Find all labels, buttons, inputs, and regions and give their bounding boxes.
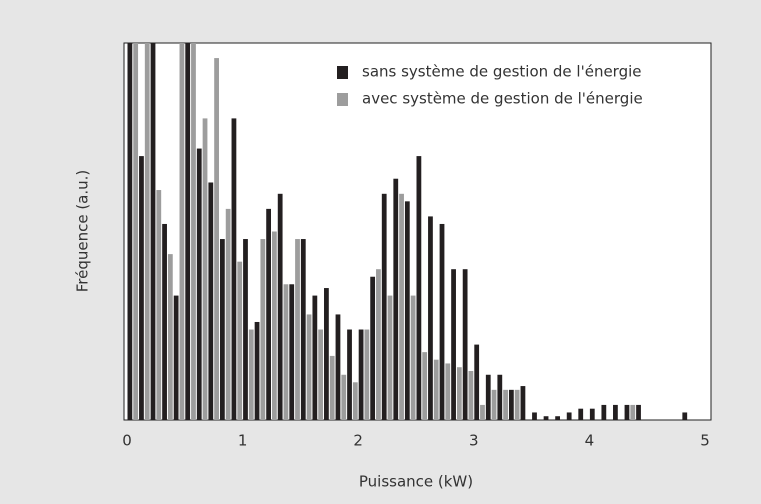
bar xyxy=(214,58,219,420)
bar xyxy=(191,43,196,420)
bar xyxy=(456,367,462,420)
bar xyxy=(410,295,416,420)
bar xyxy=(589,408,595,420)
bar xyxy=(491,389,497,420)
legend-label: sans système de gestion de l'énergie xyxy=(362,63,642,81)
bar xyxy=(555,416,560,420)
bar xyxy=(225,208,231,420)
bar xyxy=(445,363,451,420)
legend-label: avec système de gestion de l'énergie xyxy=(362,90,643,108)
bar xyxy=(127,43,133,420)
bar xyxy=(347,329,352,420)
bar xyxy=(335,314,341,420)
bar xyxy=(283,284,289,420)
bar xyxy=(497,374,503,420)
legend-swatch xyxy=(337,66,348,79)
x-tick-label: 4 xyxy=(585,432,595,450)
bar xyxy=(630,404,636,420)
bar xyxy=(532,412,537,420)
bar xyxy=(289,284,295,420)
bar xyxy=(364,329,370,420)
bar xyxy=(624,404,630,420)
bar xyxy=(352,382,358,420)
bar xyxy=(682,412,688,420)
bar xyxy=(381,193,387,420)
bar xyxy=(422,352,428,420)
bar xyxy=(162,223,167,420)
bar xyxy=(376,269,381,420)
bar xyxy=(480,404,485,420)
bar xyxy=(318,329,324,420)
bar xyxy=(543,416,549,420)
bar xyxy=(508,389,514,420)
x-tick-label: 2 xyxy=(353,432,363,450)
bar xyxy=(636,404,641,420)
bar xyxy=(144,43,150,420)
bar xyxy=(277,193,283,420)
x-tick-label: 0 xyxy=(122,432,132,450)
bar xyxy=(601,404,607,420)
bar xyxy=(156,190,162,420)
bar xyxy=(468,370,474,420)
bar xyxy=(243,239,248,420)
y-axis-label: Fréquence (a.u.) xyxy=(74,170,92,293)
bar xyxy=(208,182,214,420)
x-tick-label: 3 xyxy=(469,432,479,450)
bar xyxy=(272,231,277,420)
bar xyxy=(399,193,404,420)
bar xyxy=(167,254,173,420)
x-tick-label: 5 xyxy=(700,432,710,450)
bar xyxy=(578,408,584,420)
bar xyxy=(295,239,300,420)
bar xyxy=(358,329,364,420)
bar xyxy=(266,208,271,420)
bar xyxy=(485,374,491,420)
bar xyxy=(202,118,208,421)
bar xyxy=(404,201,410,420)
bar xyxy=(387,295,393,420)
bar xyxy=(503,389,508,420)
bar xyxy=(179,43,185,420)
bar xyxy=(219,239,225,420)
bar xyxy=(514,389,520,420)
bar xyxy=(196,148,202,420)
bar xyxy=(433,359,439,420)
bar xyxy=(237,261,243,420)
bar xyxy=(254,321,260,420)
bar xyxy=(300,239,306,420)
bar xyxy=(150,43,156,420)
bar xyxy=(416,156,422,420)
bar xyxy=(341,374,347,420)
bar xyxy=(312,295,318,420)
bar xyxy=(329,355,335,420)
x-tick-label: 1 xyxy=(238,432,248,450)
bar xyxy=(428,216,433,420)
bar xyxy=(324,288,329,420)
bar xyxy=(474,344,480,420)
bar xyxy=(248,329,254,420)
bar xyxy=(185,43,191,420)
bar xyxy=(439,223,445,420)
bar xyxy=(520,386,526,420)
bar xyxy=(370,276,376,420)
bar xyxy=(139,156,144,420)
bar xyxy=(613,404,618,420)
legend-swatch xyxy=(337,93,348,106)
bar xyxy=(260,239,266,420)
bar xyxy=(231,118,237,421)
x-axis-label: Puissance (kW) xyxy=(359,473,473,491)
bar xyxy=(393,178,399,420)
bar xyxy=(306,314,312,420)
bar xyxy=(173,295,179,420)
bar xyxy=(133,43,139,420)
bar xyxy=(462,269,468,420)
bar xyxy=(451,269,456,420)
bar xyxy=(566,412,572,420)
